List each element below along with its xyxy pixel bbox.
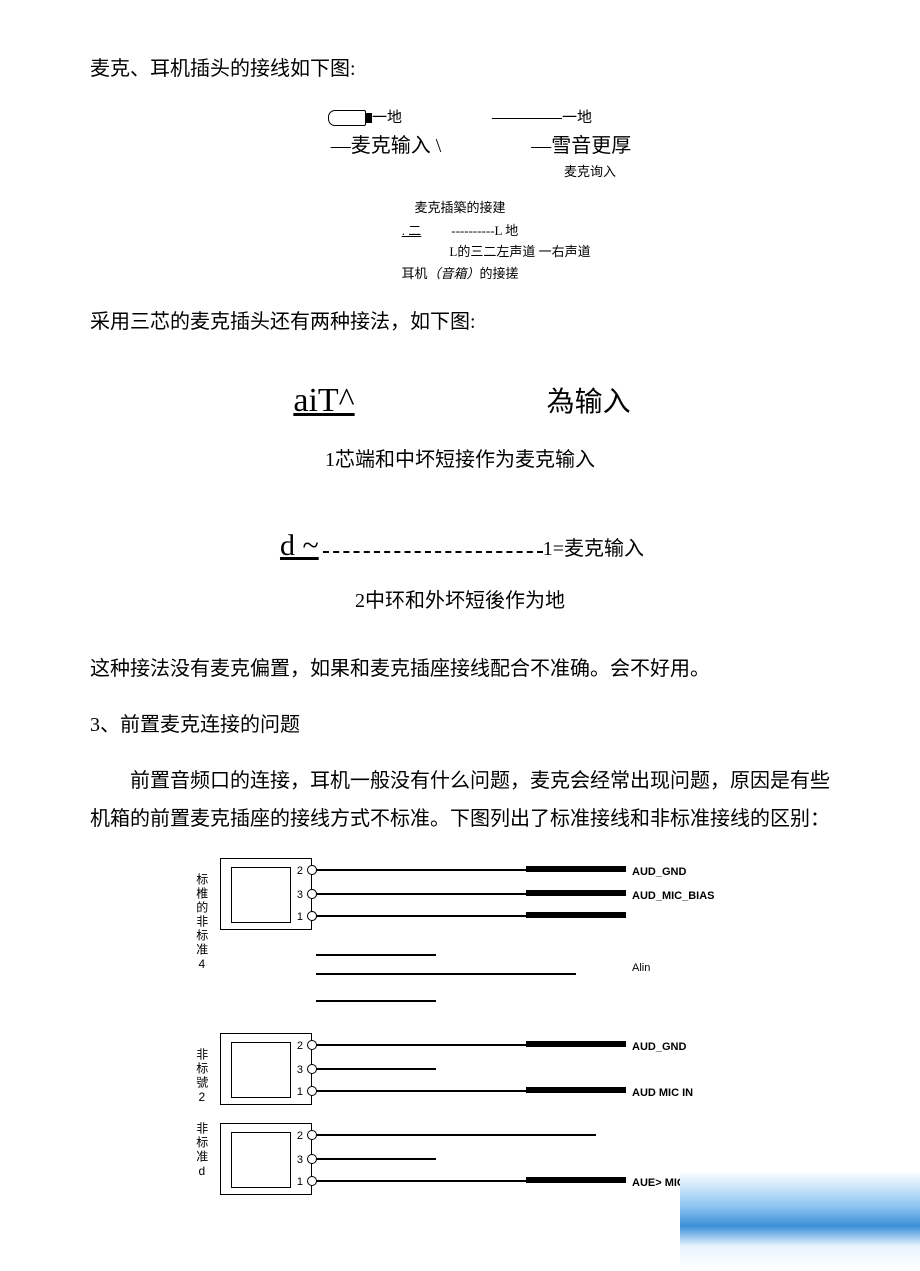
blk1-l2b: —雪音更厚 <box>531 130 631 162</box>
p4-text: 、前置麦克连接的问题 <box>100 714 300 736</box>
jack-box-3: 2 3 1 <box>220 1033 312 1105</box>
plug-icon <box>328 110 366 126</box>
blk1-l1a: 一地 <box>372 106 402 130</box>
blk1-l5b: ----------L 地 <box>451 221 518 242</box>
blk1-l2a: —麦克输入 \ <box>331 130 442 162</box>
label-aud-mic-in: AUD MIC IN <box>632 1083 693 1104</box>
blk1-l7b: （音箱） <box>427 264 479 285</box>
diagram-block-1: 一地 一地 —麦克输入 \ —雪音更厚 麦克询入 麦克插築的接建 . 二 ---… <box>90 106 830 285</box>
sec2-b-cap: 2中环和外坏短後作为地 <box>90 582 830 620</box>
vlabel-2: 非标號2 非标准d <box>190 1048 213 1180</box>
sec2-b-right: 1=麦克输入 <box>543 538 644 560</box>
sec2-a-left: aiT^ <box>289 369 358 434</box>
paragraph-2: 采用三芯的麦克插头还有两种接法，如下图: <box>90 303 830 341</box>
diagram-block-2: aiT^ 為输入 1芯端和中坏短接作为麦克输入 d ~ 1=麦克输入 2中环和外坏… <box>90 369 830 621</box>
sec2-a-right: 為输入 <box>547 387 631 418</box>
sec2-a-cap: 1芯端和中坏短接作为麦克输入 <box>90 441 830 479</box>
blk1-l5a: . 二 <box>402 221 422 242</box>
label-aud-gnd-2: AUD_GND <box>632 1037 686 1058</box>
paragraph-1: 麦克、耳机插头的接线如下图: <box>90 50 830 88</box>
blk1-l6: L的三二左声道 一右声道 <box>449 244 590 259</box>
p4-num: 3 <box>90 714 100 736</box>
blk1-l1b: 一地 <box>562 106 592 130</box>
label-alin: Alin <box>632 958 650 979</box>
sec2-b-left: d ~ <box>276 517 323 574</box>
blk1-l7c: 的接搓 <box>480 264 519 285</box>
wiring-diagram: 标椎的非标准4 非标號2 非标准d 2 3 1 AUD_GND AUD_MIC_… <box>180 858 740 1218</box>
blk1-l3: 麦克询入 <box>564 164 616 179</box>
paragraph-5: 前置音频口的连接，耳机一般没有什么问题，麦克会经常出现问题，原因是有些机箱的前置… <box>90 762 830 838</box>
jack-box-4: 2 3 1 <box>220 1123 312 1195</box>
blk1-l4: 麦克插築的接建 <box>414 200 505 215</box>
paragraph-3: 这种接法没有麦克偏置，如果和麦克插座接线配合不准确。会不好用。 <box>90 650 830 688</box>
label-aud-mic-bias: AUD_MIC_BIAS <box>632 886 715 907</box>
footer-decoration <box>680 1171 920 1271</box>
jack-box-2: 2 3 1 <box>220 858 312 930</box>
paragraph-4: 3、前置麦克连接的问题 <box>90 706 830 744</box>
vlabel-1: 标椎的非标准4 <box>190 873 213 973</box>
blk1-l7a: 耳机 <box>401 264 427 285</box>
label-aud-gnd-1: AUD_GND <box>632 862 686 883</box>
